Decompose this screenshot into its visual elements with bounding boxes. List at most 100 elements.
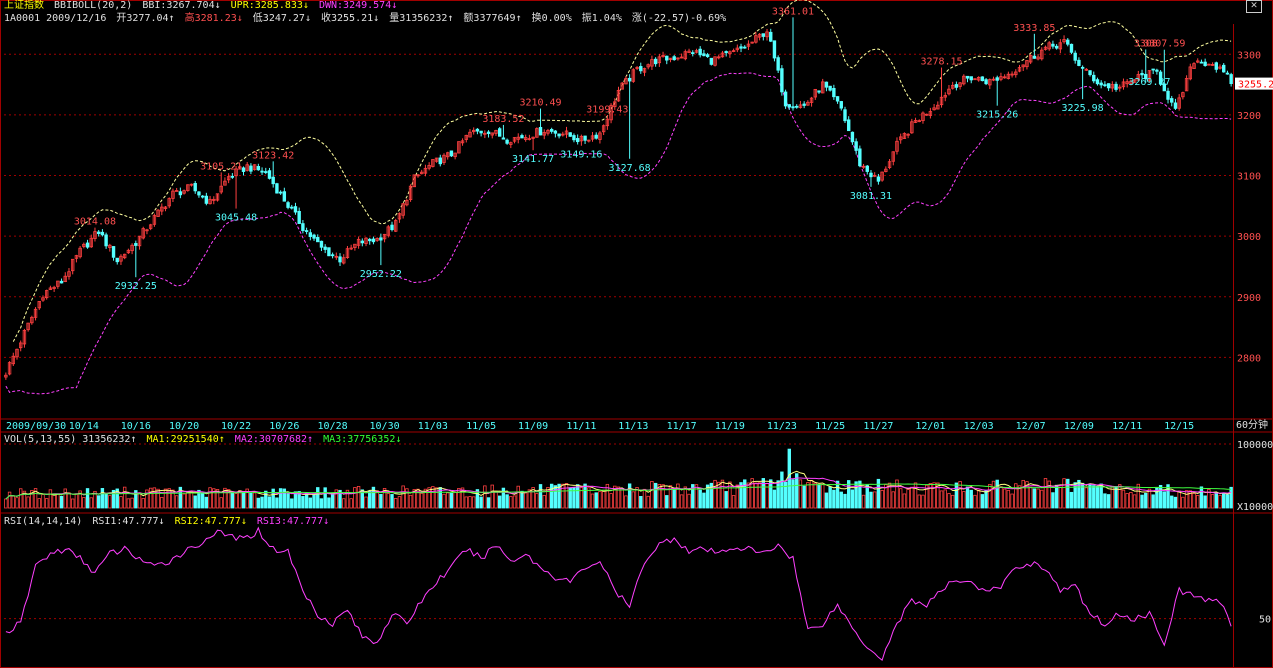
close-icon[interactable]: ✕ [1246, 0, 1262, 13]
candle-body [96, 231, 101, 235]
candle-body [876, 176, 881, 182]
volume-bar [412, 489, 416, 509]
volume-bar [19, 488, 23, 509]
candle-body [516, 136, 520, 140]
candle-body [639, 66, 643, 72]
volume-bar [988, 483, 992, 509]
low-value: 低3247.27↓ [252, 13, 311, 24]
volume-bar [267, 496, 272, 509]
candle-body [297, 211, 301, 224]
candle-body [223, 180, 227, 186]
volume-bar [1006, 489, 1011, 509]
volume-bar [639, 495, 643, 509]
volume-bar [1229, 486, 1233, 509]
volume-bar [215, 489, 220, 509]
volume-bar [108, 495, 112, 509]
candle-body [460, 140, 465, 144]
candle-body [134, 243, 138, 246]
candle-body [353, 243, 357, 248]
volume-bar [1125, 493, 1129, 509]
volume-bar [906, 489, 910, 509]
candle-body [509, 142, 513, 145]
volume-bar [230, 491, 235, 509]
candle-body [327, 247, 331, 257]
candle-body [512, 137, 517, 142]
volume-bar [137, 492, 142, 509]
volume-bar [832, 489, 836, 509]
volume-bar [705, 484, 710, 509]
volume-bar [397, 496, 402, 509]
volume-bar [702, 492, 706, 509]
candle-body [408, 185, 413, 200]
candle-body [330, 254, 335, 257]
candle-body [130, 244, 134, 252]
candle-body [1214, 62, 1218, 70]
candle-body [375, 238, 379, 241]
candle-body [624, 78, 628, 85]
x-tick-label: 11/19 [715, 421, 745, 432]
volume-bar [1173, 496, 1178, 509]
candle-body [278, 191, 283, 194]
candle-body [668, 57, 673, 60]
volume-bar [379, 493, 383, 509]
volume-bar [698, 489, 702, 509]
period-label[interactable]: 60分钟 [1236, 420, 1269, 431]
candle-body [1125, 81, 1129, 85]
volume-bar [1132, 494, 1137, 509]
candle-body [412, 174, 416, 188]
volume-bar [902, 493, 907, 509]
volume-bar [847, 480, 851, 509]
volume-bar [865, 484, 869, 509]
price-annotation: 3308 [1134, 38, 1158, 49]
volume-bar [78, 490, 82, 509]
candle-body [891, 151, 895, 162]
candle-body [215, 193, 220, 201]
volume-bar [653, 482, 658, 509]
volume-bar [1054, 484, 1059, 509]
volume-bar [490, 484, 494, 509]
candle-body [902, 133, 907, 139]
x-tick-label: 11/05 [466, 421, 496, 432]
candle-body [928, 111, 933, 116]
volume-bar [1062, 478, 1066, 509]
candle-body [520, 135, 524, 139]
candle-body [828, 85, 832, 91]
volume-bar [96, 495, 101, 509]
candle-body [468, 131, 472, 138]
candle-body [1144, 73, 1148, 80]
price-annotation: 3123.42 [252, 150, 294, 161]
candle-body [1110, 84, 1115, 89]
candle-body [527, 138, 532, 141]
candle-body [1218, 66, 1222, 69]
volume-bar [587, 487, 591, 509]
candle-body [869, 172, 873, 178]
candle-body [984, 79, 988, 85]
volume-bar [850, 489, 855, 509]
volume-bar [457, 488, 461, 509]
volume-bar [969, 489, 973, 509]
candle-body [839, 101, 843, 109]
volume-bar [516, 485, 520, 509]
volume-bar [464, 496, 468, 509]
volume-bar [1170, 495, 1174, 509]
volume-bar [535, 493, 539, 509]
volume-bar [780, 471, 784, 509]
candle-body [535, 128, 539, 138]
volume-bar [616, 486, 621, 509]
quote-header: 1A0001 2009/12/16 开3277.04↑ 高3281.23↓ 低3… [4, 13, 730, 25]
volume-bar [583, 483, 587, 509]
candle-body [1058, 42, 1063, 50]
candle-body [290, 206, 294, 209]
volume-bar [605, 483, 610, 509]
candle-body [334, 255, 339, 258]
volume-bar [483, 485, 487, 509]
candle-body [1040, 49, 1044, 60]
volume-bar [913, 482, 918, 509]
volume-bar [999, 486, 1003, 509]
candle-body [683, 51, 688, 60]
candle-body [1006, 73, 1011, 79]
candle-body [1173, 102, 1178, 109]
candle-body [382, 233, 387, 240]
volume-bar [1140, 494, 1144, 509]
